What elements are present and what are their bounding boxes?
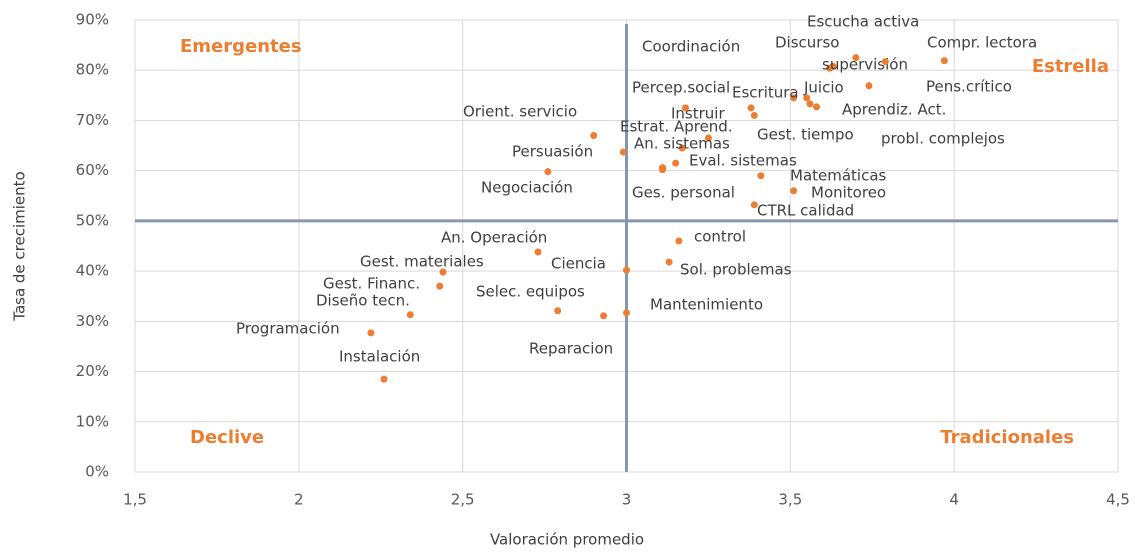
y-tick-label: 20%	[76, 362, 109, 380]
quadrant-label: Estrella	[1032, 56, 1109, 77]
point-label: Monitoreo	[811, 184, 886, 202]
point	[534, 248, 542, 256]
y-tick-label: 40%	[76, 262, 109, 280]
point-label: Sol. problemas	[680, 261, 792, 279]
point	[747, 104, 755, 112]
point-label: probl. complejos	[881, 130, 1005, 148]
y-tick-label: 50%	[76, 211, 109, 229]
point	[750, 111, 758, 119]
point-label: Ges. personal	[632, 184, 735, 202]
point	[750, 201, 758, 209]
point-label: Gest. tiempo	[757, 126, 854, 144]
point	[865, 82, 873, 90]
point-label: An. Operación	[441, 229, 547, 247]
y-tick-label: 90%	[76, 11, 109, 29]
point-label: Persuasión	[512, 143, 593, 161]
point	[436, 282, 444, 290]
point	[544, 168, 552, 176]
point	[704, 134, 712, 142]
point	[554, 307, 562, 315]
x-tick-label: 3	[622, 491, 632, 509]
point	[439, 268, 447, 276]
x-tick-label: 4	[949, 491, 959, 509]
x-tick-label: 2	[294, 491, 304, 509]
point	[623, 309, 630, 317]
point-label: Negociación	[481, 179, 573, 197]
point	[678, 144, 686, 152]
x-tick-label: 4,5	[1106, 491, 1130, 509]
point-label: Gest. materiales	[360, 253, 484, 271]
y-tick-label: 30%	[76, 312, 109, 330]
y-tick-label: 60%	[76, 161, 109, 179]
point-label: Mantenimiento	[650, 296, 763, 314]
point	[600, 312, 608, 320]
point	[806, 100, 814, 108]
point-label: Compr. lectora	[927, 34, 1037, 52]
point-label: Orient. servicio	[463, 103, 577, 121]
point	[406, 311, 414, 319]
x-tick-label: 3,5	[778, 491, 802, 509]
point-label: Gest. Financ.	[323, 275, 420, 293]
point-label: Pens.crítico	[926, 78, 1012, 96]
x-axis-title: Valoración promedio	[490, 531, 644, 549]
point-label: Escucha activa	[807, 13, 919, 31]
point	[672, 159, 680, 167]
point-label: Coordinación	[642, 38, 740, 56]
point-label: Estrat. Aprend.	[620, 118, 733, 136]
point	[940, 57, 948, 65]
point	[826, 64, 834, 72]
point	[790, 187, 798, 195]
point-label: control	[694, 228, 746, 246]
point	[803, 94, 811, 102]
point-label: supervisión	[822, 56, 908, 74]
point	[659, 164, 667, 172]
point-label: An. sistemas	[634, 135, 730, 153]
y-tick-label: 80%	[76, 61, 109, 79]
quadrant-label: Emergentes	[180, 36, 302, 57]
point-label: Matemáticas	[790, 167, 887, 185]
point	[881, 58, 889, 66]
point	[813, 103, 821, 111]
point	[675, 237, 683, 245]
point-label: Programación	[236, 320, 340, 338]
y-axis-title: Tasa de crecimiento	[11, 171, 29, 321]
point	[681, 104, 689, 112]
point	[623, 266, 630, 274]
point-label: Discurso	[775, 34, 839, 52]
point-label: Eval. sistemas	[689, 152, 797, 170]
point	[757, 172, 765, 180]
point	[367, 329, 375, 337]
point-label: CTRL calidad	[757, 202, 854, 220]
point-label: Escritura	[732, 84, 799, 102]
point-label: Instalación	[339, 348, 420, 366]
point	[790, 94, 798, 102]
point-label: Diseño tecn.	[316, 292, 410, 310]
quadrant-label: Declive	[190, 427, 264, 448]
x-tick-label: 2,5	[451, 491, 475, 509]
point-label: Reparacion	[529, 340, 613, 358]
point	[590, 132, 598, 140]
x-tick-label: 1,5	[123, 491, 147, 509]
point	[852, 54, 860, 62]
point	[380, 375, 388, 383]
point-label: Juicio	[803, 79, 844, 97]
point-label: Selec. equipos	[476, 283, 585, 301]
y-tick-label: 0%	[85, 463, 109, 481]
point-label: Percep.social	[632, 79, 730, 97]
point-label: Ciencia	[551, 255, 606, 273]
point-label: Aprendiz. Act.	[842, 101, 946, 119]
quadrant-label: Tradicionales	[940, 427, 1074, 448]
y-tick-label: 70%	[76, 111, 109, 129]
point	[619, 148, 627, 156]
y-tick-label: 10%	[76, 412, 109, 430]
point	[665, 258, 673, 266]
